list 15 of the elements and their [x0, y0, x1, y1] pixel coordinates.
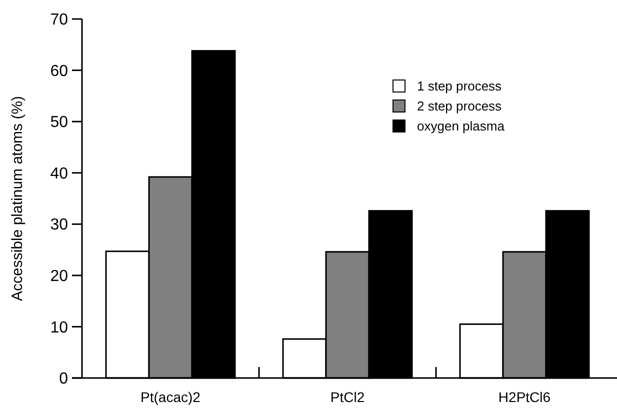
- y-tick-label: 50: [50, 114, 68, 132]
- x-tick-label: H2PtCl6: [498, 389, 551, 405]
- y-tick-label: 20: [50, 268, 68, 286]
- y-tick-label: 0: [59, 370, 68, 388]
- y-tick-label: 10: [50, 319, 68, 336]
- legend-label: oxygen plasma: [417, 118, 506, 134]
- y-tick-label: 70: [50, 12, 68, 29]
- y-axis-title: Accessible platinum atoms (%): [9, 96, 26, 302]
- y-tick-label: 60: [50, 62, 68, 80]
- legend-label: 2 step process: [417, 98, 502, 114]
- y-tick-label: 40: [50, 165, 68, 182]
- y-tick-label: 30: [50, 216, 68, 234]
- x-tick-label: PtCl2: [330, 389, 365, 405]
- x-tick-label: Pt(acac)2: [140, 389, 201, 405]
- legend-label: 1 step process: [417, 78, 502, 94]
